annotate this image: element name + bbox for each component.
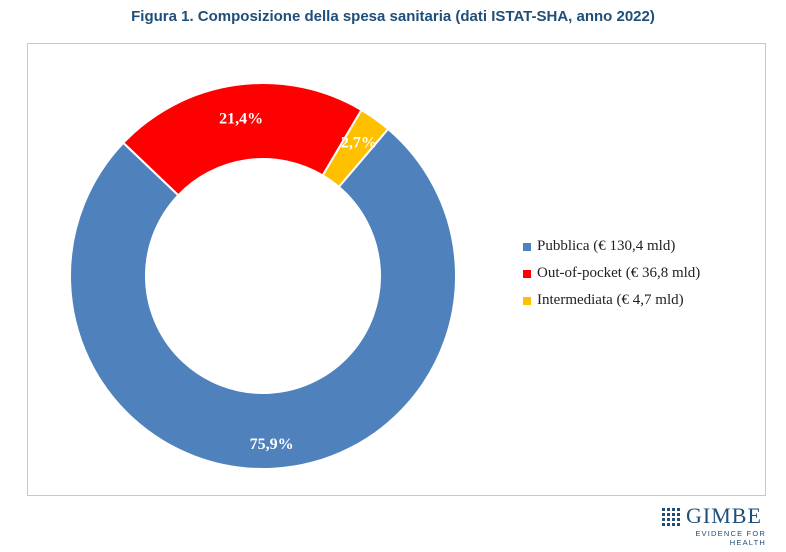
legend-item-out-of-pocket: Out-of-pocket (€ 36,8 mld) (523, 260, 700, 287)
logo-tagline: EVIDENCE FOR HEALTH (695, 529, 766, 547)
legend-label: Intermediata (€ 4,7 mld) (537, 292, 684, 308)
gimbe-logo: GIMBE EVIDENCE FOR HEALTH (662, 505, 766, 547)
slice-intermediata (321, 108, 390, 189)
legend-item-intermediata: Intermediata (€ 4,7 mld) (523, 287, 700, 314)
slice-out-of-pocket (121, 82, 363, 197)
legend-label: Out-of-pocket (€ 36,8 mld) (537, 265, 701, 281)
logo-grid-icon (662, 506, 682, 526)
data-label-pubblica: 75,9% (250, 436, 294, 453)
slice-pubblica (69, 127, 457, 470)
data-label-out-of-pocket: 21,4% (219, 110, 263, 127)
data-label-intermediata: 2,7% (341, 135, 377, 152)
legend-swatch (523, 296, 531, 305)
chart-legend: Pubblica (€ 130,4 mld) Out-of-pocket (€ … (523, 233, 700, 314)
legend-swatch (523, 242, 531, 251)
chart-title: Figura 1. Composizione della spesa sanit… (131, 8, 655, 25)
logo-name: GIMBE (686, 503, 762, 528)
legend-item-pubblica: Pubblica (€ 130,4 mld) (523, 233, 700, 260)
legend-label: Pubblica (€ 130,4 mld) (537, 238, 676, 254)
legend-swatch (523, 269, 531, 278)
